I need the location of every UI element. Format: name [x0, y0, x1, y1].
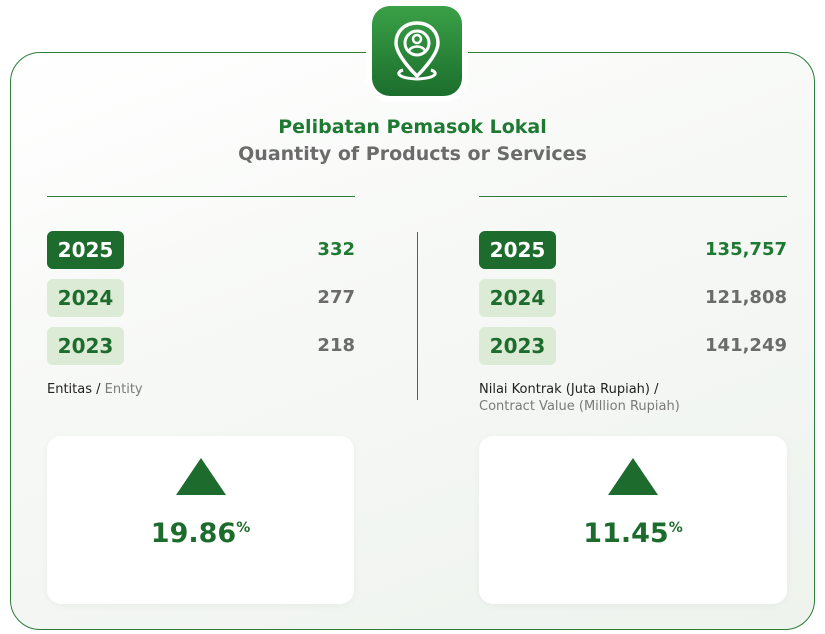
- year-row: 2023 218: [47, 327, 355, 365]
- unit-local: Nilai Kontrak (Juta Rupiah) /: [479, 382, 659, 397]
- unit-english: Contract Value (Million Rupiah): [479, 399, 680, 414]
- change-unit: %: [668, 520, 683, 536]
- year-row: 2025 135,757: [479, 231, 787, 269]
- location-icon: [372, 6, 462, 96]
- year-value: 332: [317, 239, 355, 260]
- year-pill: 2024: [479, 279, 556, 317]
- unit-english: Entity: [104, 382, 143, 397]
- change-unit: %: [236, 520, 251, 536]
- unit-label: Nilai Kontrak (Juta Rupiah) / Contract Va…: [479, 381, 799, 415]
- divider: [417, 232, 418, 400]
- change-box: 11.45%: [479, 436, 787, 604]
- year-pill: 2023: [479, 327, 556, 365]
- rule: [479, 196, 787, 197]
- year-pill: 2025: [479, 231, 556, 269]
- year-row: 2024 277: [47, 279, 355, 317]
- year-value: 121,808: [705, 287, 787, 308]
- unit-label: Entitas / Entity: [47, 381, 367, 398]
- year-pill: 2025: [47, 231, 124, 269]
- year-row: 2023 141,249: [479, 327, 787, 365]
- title: Pelibatan Pemasok Lokal: [278, 116, 547, 138]
- year-row: 2024 121,808: [479, 279, 787, 317]
- change-value: 11.45%: [479, 518, 787, 549]
- subtitle: Quantity of Products or Services: [238, 143, 587, 165]
- year-pill: 2024: [47, 279, 124, 317]
- year-value: 135,757: [705, 239, 787, 260]
- change-value: 19.86%: [47, 518, 354, 549]
- year-value: 277: [317, 287, 355, 308]
- year-value: 218: [317, 335, 355, 356]
- change-number: 11.45: [583, 518, 669, 549]
- year-pill: 2023: [47, 327, 124, 365]
- change-box: 19.86%: [47, 436, 354, 604]
- unit-separator: /: [92, 382, 105, 397]
- pin-icon: [394, 21, 440, 81]
- up-arrow: [608, 458, 658, 495]
- year-row: 2025 332: [47, 231, 355, 269]
- rule: [47, 196, 355, 197]
- change-number: 19.86: [150, 518, 237, 549]
- unit-local: Entitas: [47, 382, 92, 397]
- year-value: 141,249: [705, 335, 787, 356]
- up-arrow: [175, 458, 226, 495]
